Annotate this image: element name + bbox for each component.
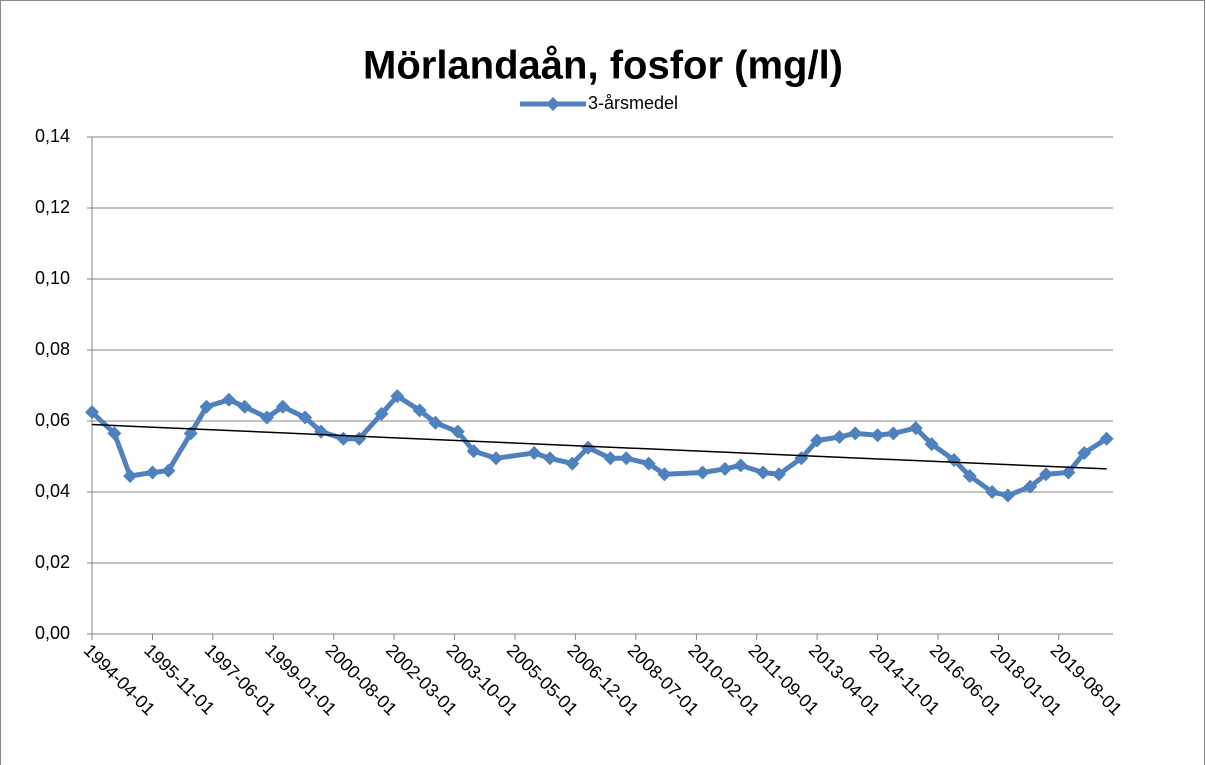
marker — [489, 451, 504, 466]
y-tick-label: 0,08 — [35, 339, 70, 359]
marker — [832, 429, 847, 444]
trend-line — [91, 423, 1107, 470]
marker — [145, 465, 160, 480]
marker — [657, 467, 672, 482]
y-tick-label: 0,10 — [35, 268, 70, 288]
marker — [107, 426, 122, 441]
y-tick-label: 0,04 — [35, 481, 70, 501]
marker — [1023, 479, 1038, 494]
y-tick-label: 0,02 — [35, 552, 70, 572]
marker — [123, 469, 138, 484]
marker — [641, 456, 656, 471]
marker — [390, 389, 405, 404]
marker — [85, 405, 99, 420]
marker — [1000, 488, 1015, 503]
marker — [717, 461, 732, 476]
marker — [161, 463, 176, 478]
y-tick-label: 0,12 — [35, 197, 70, 217]
marker — [848, 426, 863, 441]
marker — [466, 444, 481, 459]
marker — [1061, 465, 1076, 480]
marker — [733, 458, 748, 473]
marker — [886, 426, 901, 441]
marker — [810, 433, 825, 448]
y-tick-label: 0,00 — [35, 623, 70, 643]
series-line — [90, 393, 1108, 499]
marker — [450, 424, 465, 439]
marker — [619, 451, 634, 466]
marker — [771, 467, 786, 482]
marker — [260, 410, 275, 425]
marker — [565, 456, 580, 471]
y-tick-label: 0,14 — [35, 126, 70, 146]
marker — [199, 399, 214, 414]
marker — [603, 451, 618, 466]
chart-title: Mörlandaån, fosfor (mg/l) — [363, 44, 843, 88]
marker — [352, 431, 367, 446]
marker — [1099, 431, 1114, 446]
legend-label: 3-årsmedel — [588, 93, 678, 113]
marker — [581, 440, 596, 455]
marker — [908, 421, 923, 436]
marker — [428, 415, 443, 430]
legend-marker — [546, 97, 560, 111]
marker — [946, 453, 961, 468]
marker — [183, 426, 198, 441]
marker — [985, 485, 1000, 499]
marker — [298, 410, 313, 425]
marker — [374, 406, 389, 421]
marker — [962, 469, 977, 484]
marker — [221, 392, 236, 407]
marker — [412, 403, 427, 418]
marker — [542, 451, 557, 466]
marker — [237, 399, 252, 414]
y-tick-label: 0,06 — [35, 410, 70, 430]
marker — [527, 445, 542, 460]
marker — [756, 465, 771, 480]
marker — [1039, 467, 1054, 482]
marker — [1077, 445, 1092, 460]
marker — [275, 399, 290, 414]
marker — [870, 428, 885, 443]
marker — [695, 465, 710, 480]
marker — [924, 437, 939, 452]
